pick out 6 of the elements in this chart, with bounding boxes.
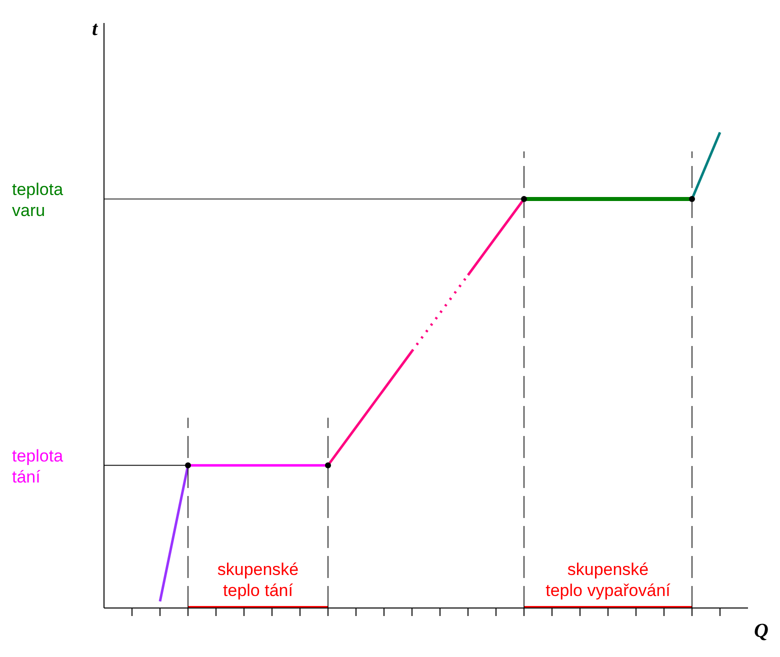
ref-line-label: teplota varu: [12, 180, 64, 220]
annotation: skupenské teplo tání: [217, 560, 299, 600]
x-axis-title: Q: [754, 620, 768, 643]
annotation: skupenské teplo vypařování: [546, 560, 671, 600]
ref-line-label: teplota tání: [12, 446, 64, 486]
y-axis-title: t: [92, 18, 98, 41]
